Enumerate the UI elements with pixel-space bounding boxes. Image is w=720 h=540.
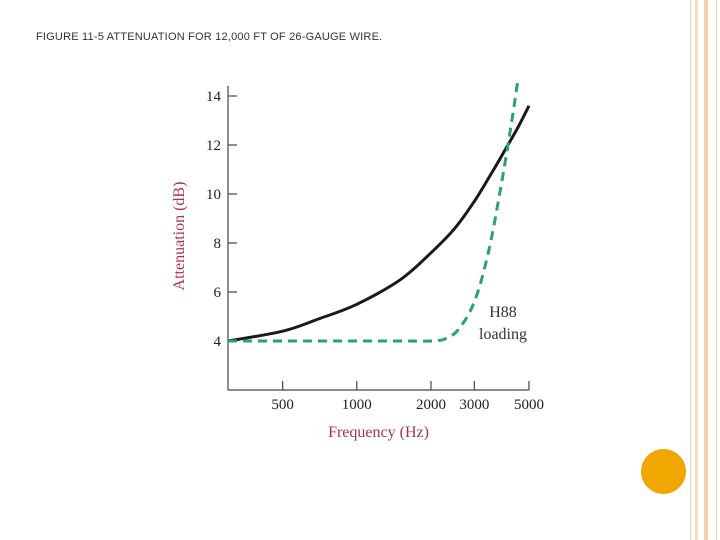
decor-stripe	[690, 0, 691, 540]
decor-stripe	[704, 0, 708, 540]
x-tick-label: 3000	[459, 397, 489, 413]
x-tick-label: 1000	[342, 397, 372, 413]
y-axis-title: Attenuation (dB)	[171, 182, 188, 291]
y-tick-label: 14	[206, 89, 222, 105]
y-tick-label: 6	[214, 285, 222, 301]
x-tick-label: 2000	[416, 397, 446, 413]
x-axis-title: Frequency (Hz)	[328, 424, 429, 441]
y-tick-label: 8	[214, 236, 222, 252]
decor-stripe	[695, 0, 698, 540]
y-tick-label: 12	[206, 138, 221, 154]
y-tick-label: 4	[214, 334, 222, 350]
decor-stripe	[716, 0, 717, 540]
annotation-label: H88	[489, 304, 517, 321]
series-line-unloaded	[227, 105, 531, 343]
x-tick-label: 500	[271, 397, 294, 413]
annotation-label: loading	[479, 326, 527, 343]
x-tick-label: 5000	[514, 397, 544, 413]
y-tick-label: 10	[206, 187, 221, 203]
series-line-h88-loaded	[227, 81, 520, 343]
slide-title: FIGURE 11-5 ATTENUATION FOR 12,000 FT OF…	[36, 31, 383, 43]
decor-circle	[641, 449, 686, 494]
